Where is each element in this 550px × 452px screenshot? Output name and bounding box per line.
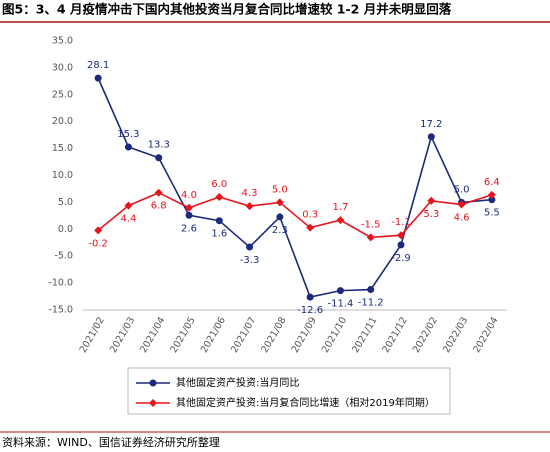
y-tick-label: 30.0 bbox=[52, 62, 73, 73]
marker bbox=[124, 201, 133, 210]
data-label: 2.6 bbox=[181, 223, 197, 234]
marker bbox=[215, 217, 223, 225]
series-line bbox=[97, 77, 492, 299]
data-label: 2.3 bbox=[272, 225, 288, 236]
data-label: 17.2 bbox=[420, 119, 442, 130]
x-tick-label: 2021/02 bbox=[78, 315, 107, 355]
marker bbox=[245, 202, 254, 211]
data-label: -2.9 bbox=[391, 253, 411, 264]
legend-label: 其他固定资产投资:当月同比 bbox=[176, 376, 299, 389]
y-tick-label: 25.0 bbox=[52, 89, 73, 100]
x-tick-label: 2021/08 bbox=[259, 315, 288, 355]
x-tick-label: 2021/06 bbox=[199, 315, 228, 355]
marker bbox=[155, 154, 163, 162]
y-tick-label: 10.0 bbox=[52, 170, 73, 181]
marker bbox=[306, 293, 314, 301]
source: 资料来源：WIND、国信证券经济研究所整理 bbox=[2, 435, 220, 449]
x-tick-label: 2021/10 bbox=[320, 315, 349, 355]
legend-box bbox=[127, 367, 451, 415]
marker bbox=[276, 213, 284, 221]
data-label: 13.3 bbox=[148, 140, 170, 151]
data-label: 4.3 bbox=[242, 188, 258, 199]
data-label: -12.6 bbox=[297, 305, 323, 316]
marker bbox=[367, 286, 375, 294]
x-tick-label: 2021/12 bbox=[381, 315, 410, 355]
marker bbox=[185, 211, 193, 219]
data-label: 28.1 bbox=[87, 60, 109, 71]
y-tick-label: -15.0 bbox=[48, 305, 73, 316]
marker bbox=[94, 74, 102, 82]
chart-title: 图5：3、4 月疫情冲击下国内其他投资当月复合同比增速较 1-2 月并未明显回落 bbox=[2, 2, 452, 17]
marker bbox=[149, 379, 157, 387]
marker bbox=[246, 243, 254, 251]
data-label: 4.6 bbox=[454, 213, 470, 224]
marker bbox=[336, 287, 344, 295]
marker bbox=[275, 198, 284, 207]
data-label: 1.6 bbox=[211, 229, 227, 240]
marker bbox=[457, 200, 466, 209]
x-tick-label: 2021/07 bbox=[229, 315, 258, 355]
marker bbox=[124, 143, 132, 151]
y-tick-label: 20.0 bbox=[52, 116, 73, 127]
marker bbox=[488, 196, 496, 204]
data-label: 5.5 bbox=[484, 208, 500, 219]
y-tick-label: 5.0 bbox=[58, 197, 73, 208]
y-tick-label: 15.0 bbox=[52, 143, 73, 154]
data-label: 4.0 bbox=[181, 190, 197, 201]
y-tick-label: -10.0 bbox=[48, 278, 73, 289]
x-tick-label: 2021/04 bbox=[138, 315, 167, 355]
data-label: 6.0 bbox=[211, 179, 227, 190]
x-tick-label: 2021/11 bbox=[350, 315, 379, 355]
marker bbox=[366, 233, 375, 242]
data-label: -3.3 bbox=[240, 255, 260, 266]
y-tick-label: 0.0 bbox=[58, 224, 73, 235]
marker bbox=[149, 399, 157, 407]
data-label: -0.2 bbox=[88, 238, 108, 249]
marker bbox=[306, 223, 315, 232]
data-label: -11.4 bbox=[327, 299, 353, 310]
data-label: -11.2 bbox=[358, 298, 384, 309]
x-tick-label: 2022/03 bbox=[441, 315, 470, 355]
x-tick-label: 2021/09 bbox=[290, 315, 319, 355]
marker bbox=[397, 241, 405, 249]
marker bbox=[427, 196, 436, 205]
marker bbox=[154, 188, 163, 197]
data-label: 4.4 bbox=[120, 214, 136, 225]
data-label: 6.8 bbox=[151, 201, 167, 212]
legend-label: 其他固定资产投资:当月复合同比增速（相对2019年同期） bbox=[176, 396, 435, 409]
data-label: 5.0 bbox=[272, 184, 288, 195]
data-label: 0.3 bbox=[302, 210, 318, 221]
y-tick-label: 35.0 bbox=[52, 36, 73, 47]
data-label: 15.3 bbox=[117, 129, 139, 140]
data-label: -1.5 bbox=[361, 219, 381, 230]
data-label: 6.4 bbox=[484, 177, 500, 188]
marker bbox=[487, 190, 496, 199]
marker bbox=[215, 193, 224, 202]
marker bbox=[185, 203, 193, 212]
data-label: 5.0 bbox=[454, 184, 470, 195]
marker bbox=[397, 231, 405, 240]
data-label: 1.7 bbox=[332, 202, 348, 213]
series-line bbox=[97, 191, 493, 239]
marker bbox=[336, 216, 345, 225]
x-tick-label: 2022/04 bbox=[471, 315, 500, 355]
data-label: -1.1 bbox=[391, 217, 411, 228]
x-tick-label: 2021/03 bbox=[108, 315, 137, 355]
x-tick-label: 2021/05 bbox=[169, 315, 198, 355]
x-tick-label: 2022/02 bbox=[411, 315, 440, 355]
y-tick-label: -5.0 bbox=[54, 251, 73, 262]
marker bbox=[94, 226, 103, 235]
marker bbox=[427, 133, 435, 141]
data-label: 5.3 bbox=[423, 209, 439, 220]
